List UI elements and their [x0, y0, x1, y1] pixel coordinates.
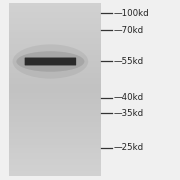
Bar: [9, 32, 101, 35]
Bar: [9, 145, 101, 148]
Bar: [9, 119, 101, 122]
Bar: [9, 70, 101, 73]
Bar: [9, 136, 101, 139]
Bar: [9, 52, 101, 55]
Bar: [9, 116, 101, 119]
Bar: [9, 168, 101, 171]
Bar: [9, 26, 101, 30]
Bar: [9, 81, 101, 84]
Bar: [9, 47, 101, 50]
Bar: [9, 15, 101, 18]
Bar: [9, 113, 101, 116]
Bar: [9, 58, 101, 61]
Bar: [9, 6, 101, 9]
Text: —55kd: —55kd: [113, 57, 143, 66]
Bar: [9, 122, 101, 125]
Bar: [9, 87, 101, 90]
Text: —100kd: —100kd: [113, 9, 149, 18]
Bar: [9, 150, 101, 153]
Bar: [9, 139, 101, 142]
Bar: [9, 110, 101, 113]
Bar: [9, 101, 101, 104]
Bar: [9, 38, 101, 41]
Text: —40kd: —40kd: [113, 93, 143, 102]
Bar: [9, 24, 101, 27]
Bar: [9, 93, 101, 96]
Bar: [9, 35, 101, 38]
Bar: [9, 21, 101, 24]
Bar: [9, 162, 101, 165]
Text: —70kd: —70kd: [113, 26, 143, 35]
Bar: [9, 165, 101, 168]
Bar: [9, 159, 101, 162]
Bar: [9, 96, 101, 99]
Bar: [9, 133, 101, 136]
Bar: [9, 98, 101, 102]
Bar: [9, 127, 101, 130]
Bar: [9, 107, 101, 110]
Bar: [9, 9, 101, 12]
FancyBboxPatch shape: [25, 58, 76, 66]
Bar: [9, 75, 101, 78]
Bar: [9, 44, 101, 47]
Bar: [9, 130, 101, 133]
Bar: [9, 156, 101, 159]
Bar: [9, 67, 101, 70]
Bar: [9, 29, 101, 32]
Bar: [9, 41, 101, 44]
Bar: [9, 124, 101, 127]
Bar: [9, 61, 101, 64]
Bar: [9, 50, 101, 53]
Bar: [9, 78, 101, 81]
Bar: [9, 12, 101, 15]
Bar: [9, 73, 101, 76]
Bar: [9, 142, 101, 145]
Bar: [9, 170, 101, 174]
Ellipse shape: [16, 51, 84, 72]
Bar: [9, 173, 101, 176]
Bar: [9, 90, 101, 93]
Ellipse shape: [13, 44, 88, 79]
Bar: [9, 55, 101, 58]
Bar: [9, 153, 101, 156]
Bar: [9, 104, 101, 107]
Text: —35kd: —35kd: [113, 109, 143, 118]
Bar: [9, 84, 101, 87]
Bar: [9, 3, 101, 6]
Bar: [9, 18, 101, 21]
Bar: [9, 147, 101, 150]
Bar: [9, 64, 101, 67]
Text: —25kd: —25kd: [113, 143, 143, 152]
